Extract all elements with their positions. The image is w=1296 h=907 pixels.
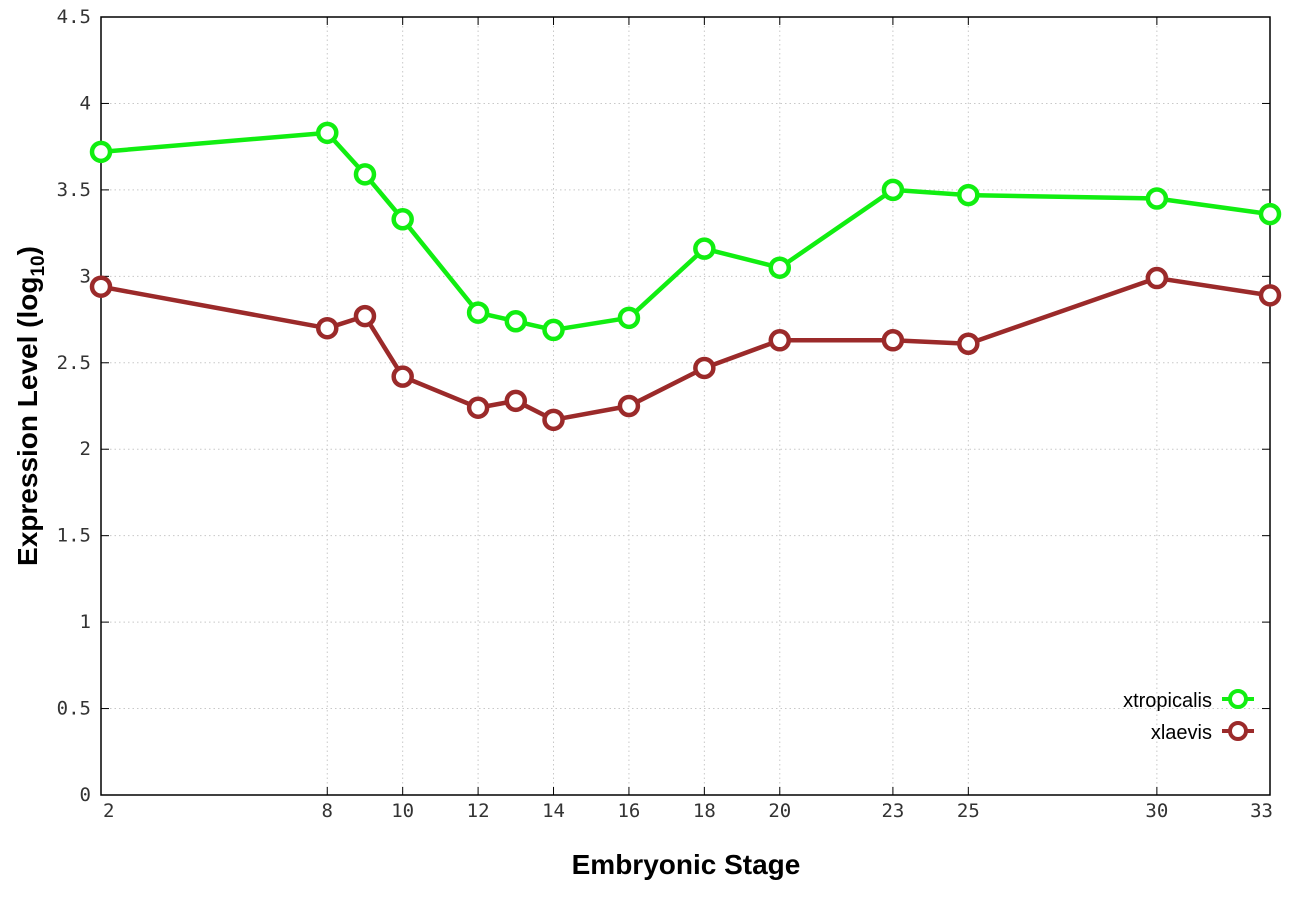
data-series — [89, 121, 1282, 432]
x-tick-label: 23 — [881, 800, 904, 822]
data-point-xtropicalis — [353, 163, 377, 186]
data-point-xlaevis — [768, 329, 792, 352]
y-tick-label: 4 — [80, 92, 91, 114]
legend-label-xtropicalis: xtropicalis — [1123, 690, 1212, 712]
x-tick-label: 25 — [957, 800, 980, 822]
data-point-xtropicalis — [504, 310, 528, 333]
data-point-xlaevis — [353, 304, 377, 328]
legend-label-xlaevis: xlaevis — [1151, 722, 1212, 744]
x-axis-title: Embryonic Stage — [572, 849, 801, 880]
legend-marker-xlaevis — [1228, 721, 1248, 741]
legend-entry-xlaevis: xlaevis — [1151, 721, 1254, 744]
data-point-xtropicalis — [466, 301, 490, 324]
data-point-xtropicalis — [542, 318, 565, 342]
y-tick-label: 2.5 — [57, 352, 91, 374]
series-xlaevis — [89, 266, 1282, 432]
data-point-xlaevis — [542, 408, 565, 432]
data-point-xlaevis — [1145, 266, 1169, 290]
x-tick-label: 33 — [1250, 800, 1273, 822]
legend: xtropicalis xlaevis — [1123, 689, 1254, 744]
y-tick-label: 1 — [80, 611, 91, 633]
x-tick-label: 30 — [1145, 800, 1168, 822]
x-tick-label: 8 — [322, 800, 333, 822]
data-point-xtropicalis — [89, 140, 113, 164]
x-tick-label: 12 — [467, 800, 490, 822]
legend-entry-xtropicalis: xtropicalis — [1123, 689, 1254, 712]
data-point-xtropicalis — [881, 178, 905, 202]
y-tick-label: 3 — [80, 265, 91, 287]
x-tick-label: 2 — [103, 800, 114, 822]
y-axis-title-subscript: 10 — [28, 255, 49, 276]
y-tick-label: 1.5 — [57, 525, 91, 547]
data-point-xtropicalis — [391, 208, 414, 231]
data-point-xtropicalis — [693, 237, 716, 260]
x-tick-label: 16 — [617, 800, 640, 822]
plot-frame — [100, 16, 1271, 796]
data-point-xtropicalis — [1145, 187, 1169, 210]
data-point-xtropicalis — [1258, 202, 1282, 226]
axis-ticks: 0 0.5 1 1.5 2 2.5 3 3.5 4 4.5 2 8 10 12 14 16 18 20 23 25 30… — [57, 6, 1273, 822]
x-tick-label: 10 — [391, 800, 414, 822]
series-xtropicalis — [89, 121, 1282, 342]
series-line-xlaevis — [100, 275, 1271, 423]
data-point-xtropicalis — [617, 306, 641, 330]
y-axis-title-main: Expression Level (log — [12, 277, 43, 566]
grid-lines — [101, 17, 1270, 795]
y-axis-title: Expression Level (log10) — [12, 246, 49, 566]
y-axis-title-close: ) — [12, 246, 43, 255]
legend-marker-xtropicalis — [1228, 689, 1248, 709]
data-point-xtropicalis — [316, 121, 339, 145]
data-point-xlaevis — [89, 275, 113, 298]
y-tick-label: 3.5 — [57, 179, 91, 201]
x-tick-label: 14 — [542, 800, 565, 822]
data-point-xlaevis — [391, 365, 414, 388]
data-point-xtropicalis — [957, 183, 980, 207]
data-point-xlaevis — [881, 329, 905, 352]
data-point-xlaevis — [957, 332, 980, 356]
y-tick-label: 0.5 — [57, 698, 91, 720]
data-point-xlaevis — [693, 356, 716, 380]
y-tick-label: 2 — [80, 438, 91, 460]
y-tick-label: 0 — [80, 784, 91, 806]
data-point-xlaevis — [617, 394, 641, 418]
data-point-xtropicalis — [768, 256, 792, 279]
x-tick-label: 18 — [693, 800, 716, 822]
x-tick-label: 20 — [768, 800, 791, 822]
data-point-xlaevis — [1258, 284, 1282, 307]
data-point-xlaevis — [316, 316, 339, 340]
data-point-xlaevis — [504, 389, 528, 413]
y-tick-label: 4.5 — [57, 6, 91, 28]
data-point-xlaevis — [466, 396, 490, 419]
